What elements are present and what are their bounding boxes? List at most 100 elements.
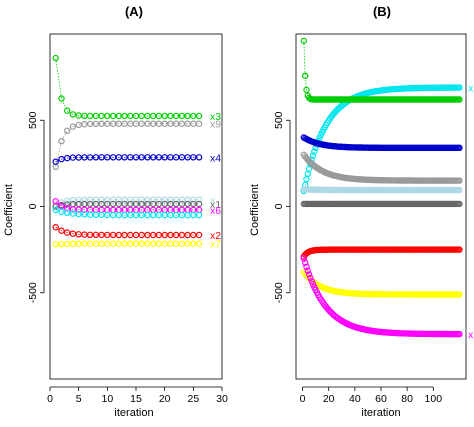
series-label: x3 <box>210 111 221 123</box>
data-point <box>63 107 71 114</box>
data-point <box>155 112 163 120</box>
series-line <box>55 203 200 207</box>
panel-a-frame <box>49 33 223 380</box>
data-point <box>58 95 65 102</box>
x-tick-label: 100 <box>425 393 443 405</box>
data-point <box>63 209 71 216</box>
panel-a-xlabel: iteration <box>114 407 153 419</box>
data-point <box>307 274 314 282</box>
series-x1-4 <box>52 200 203 210</box>
x-tick-label: 20 <box>323 393 335 405</box>
series-x9-1 <box>52 120 203 170</box>
data-point <box>63 127 71 134</box>
series-unlabeled-1 <box>300 37 463 103</box>
data-point <box>302 72 309 79</box>
data-point <box>195 206 203 214</box>
series-label: x <box>210 195 216 207</box>
data-point <box>52 158 59 165</box>
series-x-3 <box>52 196 203 209</box>
data-point <box>121 120 128 127</box>
data-point <box>300 37 307 45</box>
data-point <box>155 200 163 208</box>
data-point <box>155 240 163 247</box>
data-point <box>195 200 203 208</box>
series-unlabeled-6 <box>300 246 463 260</box>
data-point <box>138 154 145 161</box>
x-tick-label: 40 <box>349 393 361 405</box>
data-point <box>456 96 463 103</box>
panel-b-ylabel: Coefficient <box>249 184 261 236</box>
data-point <box>121 211 128 219</box>
x-tick-label: 30 <box>216 393 228 405</box>
y-tick-label: 0 <box>273 203 285 209</box>
series-label: x <box>468 329 474 341</box>
panel-a-title: (A) <box>125 4 143 19</box>
data-point <box>155 154 163 161</box>
data-point <box>456 291 463 298</box>
panel-a-series <box>52 54 203 248</box>
data-point <box>456 246 463 253</box>
data-point <box>195 154 203 161</box>
data-point <box>138 112 145 120</box>
x-tick-label: 5 <box>76 393 82 405</box>
data-point <box>456 186 463 194</box>
panel-b-series <box>300 37 463 338</box>
data-point <box>195 196 203 203</box>
data-point <box>138 196 145 203</box>
series-line <box>303 154 460 182</box>
data-point <box>86 211 94 218</box>
series-label: x <box>468 83 474 95</box>
data-point <box>138 120 145 127</box>
x-tick-label: 0 <box>300 393 306 405</box>
x-tick-label: 0 <box>47 393 53 405</box>
data-point <box>58 137 65 145</box>
data-point <box>316 134 323 142</box>
data-point <box>190 200 197 208</box>
panel-b-frame <box>295 33 467 380</box>
data-point <box>302 259 309 266</box>
data-point <box>304 267 311 274</box>
x-tick-label: 60 <box>375 393 387 405</box>
data-point <box>86 154 94 161</box>
series-x4-2 <box>52 154 203 165</box>
series-unlabeled-5 <box>300 200 463 208</box>
data-point <box>52 223 59 231</box>
data-point <box>86 240 94 247</box>
x-tick-label: 15 <box>130 393 142 405</box>
data-point <box>52 206 59 214</box>
data-point <box>52 198 59 205</box>
data-point <box>190 196 197 203</box>
data-point <box>69 196 77 204</box>
panel-a-ylabel: Coefficient <box>3 184 15 236</box>
panel-a-x-axis: 0 5 10 15 20 25 30 <box>47 386 228 405</box>
y-tick-label: 500 <box>27 111 39 129</box>
data-point <box>195 211 203 219</box>
data-point <box>190 231 197 239</box>
data-point <box>190 154 197 161</box>
data-point <box>69 123 77 130</box>
series-label: x9 <box>210 119 221 131</box>
panel-b-xlabel: iteration <box>361 407 400 419</box>
data-point <box>456 144 463 151</box>
data-point <box>195 231 203 239</box>
series-line <box>55 58 200 117</box>
series-label: x2 <box>210 230 221 242</box>
panel-b: (B) iteration Coefficient 0 20 40 60 80 100 -… <box>249 4 474 419</box>
data-point <box>190 240 197 247</box>
data-point <box>69 154 77 161</box>
data-point <box>52 54 59 62</box>
data-point <box>303 263 310 270</box>
series-unlabeled-7 <box>300 268 463 298</box>
data-point <box>190 112 197 120</box>
data-point <box>195 112 203 120</box>
panel-a-y-axis: -500 0 500 <box>27 111 45 303</box>
data-point <box>190 211 197 219</box>
panel-b-x-axis: 0 20 40 60 80 100 <box>300 386 443 405</box>
data-point <box>195 240 203 247</box>
panel-b-title: (B) <box>373 4 391 19</box>
data-point <box>138 240 145 247</box>
data-point <box>52 241 59 248</box>
data-point <box>138 200 145 208</box>
data-point <box>58 199 65 206</box>
data-point <box>121 154 128 161</box>
